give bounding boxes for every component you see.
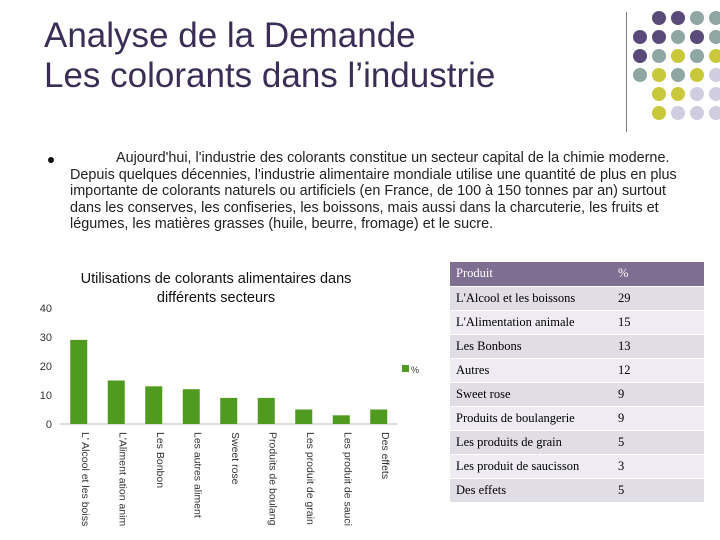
table-cell-produit: Produits de boulangerie — [450, 406, 612, 431]
chart-bar — [107, 380, 125, 424]
table-header-produit: Produit — [450, 262, 612, 287]
x-category-label: Les autres aliment — [191, 432, 203, 518]
table-cell-percent: 3 — [612, 454, 704, 479]
chart-bar — [370, 409, 388, 424]
table-row: Autres 12 — [450, 358, 704, 383]
chart-title-line-1: Utilisations de colorants alimentaires d… — [80, 271, 352, 287]
table-cell-percent: 12 — [612, 358, 704, 383]
table-cell-produit: Les produit de saucisson — [450, 454, 612, 479]
bar-chart: 0 10 20 30 40 L' Alcool et les boisson L'Alime… — [40, 303, 419, 526]
chart-title-line-2: différents secteurs — [156, 290, 276, 306]
y-tick-label: 40 — [40, 303, 52, 315]
x-category-label: Les Bonbon — [154, 432, 166, 488]
x-category-label: Les produit de grain — [304, 432, 316, 525]
y-tick-label: 0 — [46, 419, 52, 431]
table-cell-produit: Des effets — [450, 478, 612, 503]
chart-bar — [257, 397, 275, 424]
table-header-row: Produit % — [450, 262, 704, 287]
decorative-dot — [652, 87, 666, 101]
chart-bar — [145, 386, 163, 424]
x-category-label: Les produit de saucisson — [341, 432, 353, 526]
table-cell-produit: Sweet rose — [450, 382, 612, 407]
table-cell-produit: Autres — [450, 358, 612, 383]
decorative-dot — [709, 49, 720, 63]
legend-label: % — [411, 365, 419, 375]
table-cell-produit: Les produits de grain — [450, 430, 612, 455]
table-cell-produit: L'Alimentation animale — [450, 310, 612, 335]
decorative-dot — [671, 106, 685, 120]
decorative-dot — [633, 30, 647, 44]
decorative-dot-grid — [633, 11, 720, 120]
x-category-label: Sweet rose — [229, 432, 241, 485]
table-row: Les Bonbons 13 — [450, 334, 704, 359]
y-tick-label: 10 — [40, 390, 52, 402]
title-line-2: Les colorants dans l’industrie — [44, 56, 496, 95]
decorative-dot — [709, 87, 720, 101]
page-title: Analyse de la Demande Les colorants dans… — [44, 16, 604, 96]
decorative-dot — [671, 11, 685, 25]
decorative-dot — [633, 49, 647, 63]
table-header-percent: % — [612, 262, 704, 287]
decorative-dot — [709, 68, 720, 82]
title-divider — [626, 12, 627, 132]
table-row: Les produits de grain 5 — [450, 430, 704, 455]
decorative-dot — [709, 11, 720, 25]
decorative-dot — [709, 106, 720, 120]
title-line-1: Analyse de la Demande — [44, 16, 416, 55]
table-cell-produit: Les Bonbons — [450, 334, 612, 359]
chart-bar — [295, 409, 313, 424]
bullet-icon — [48, 157, 54, 163]
table-cell-percent: 9 — [612, 382, 704, 407]
decorative-dot — [690, 30, 704, 44]
bullet-text: Aujourd'hui, l'industrie des colorants c… — [70, 150, 677, 232]
decorative-dot — [671, 87, 685, 101]
decorative-dot — [709, 30, 720, 44]
x-category-label: Des effets — [379, 432, 391, 479]
table-cell-percent: 15 — [612, 310, 704, 335]
table-row: Les produit de saucisson 3 — [450, 454, 704, 479]
x-category-label: Produits de boulangerie — [266, 432, 278, 526]
decorative-dot — [690, 68, 704, 82]
table-row: Sweet rose 9 — [450, 382, 704, 407]
data-table: Produit % L'Alcool et les boissons 29 L'Al… — [450, 262, 704, 503]
y-tick-label: 20 — [40, 361, 52, 373]
table-row: L'Alimentation animale 15 — [450, 310, 704, 335]
decorative-dot — [633, 68, 647, 82]
decorative-dot — [671, 49, 685, 63]
chart-bar — [70, 339, 88, 424]
table-cell-percent: 9 — [612, 406, 704, 431]
table-cell-percent: 29 — [612, 286, 704, 311]
bullet-paragraph: Aujourd'hui, l'industrie des colorants c… — [48, 150, 678, 233]
table-row: Produits de boulangerie 9 — [450, 406, 704, 431]
table-cell-percent: 5 — [612, 430, 704, 455]
chart-title: Utilisations de colorants alimentaires d… — [46, 270, 386, 308]
decorative-dot — [652, 68, 666, 82]
decorative-dot — [652, 106, 666, 120]
decorative-dot — [671, 30, 685, 44]
decorative-dot — [652, 11, 666, 25]
table-row: Des effets 5 — [450, 478, 704, 503]
chart-bar — [182, 389, 200, 424]
chart-bar — [332, 415, 350, 424]
x-category-label: L' Alcool et les boisson — [79, 432, 91, 526]
decorative-dot — [652, 49, 666, 63]
chart-bar — [220, 397, 238, 424]
decorative-dot — [690, 11, 704, 25]
y-tick-label: 30 — [40, 332, 52, 344]
decorative-dot — [652, 30, 666, 44]
decorative-dot — [690, 106, 704, 120]
decorative-dot — [671, 68, 685, 82]
x-category-label: L'Aliment ation animal — [116, 432, 128, 526]
table-row: L'Alcool et les boissons 29 — [450, 286, 704, 311]
legend-swatch — [402, 365, 409, 372]
table-cell-produit: L'Alcool et les boissons — [450, 286, 612, 311]
decorative-dot — [690, 87, 704, 101]
table-cell-percent: 13 — [612, 334, 704, 359]
table-cell-percent: 5 — [612, 478, 704, 503]
decorative-dot — [690, 49, 704, 63]
